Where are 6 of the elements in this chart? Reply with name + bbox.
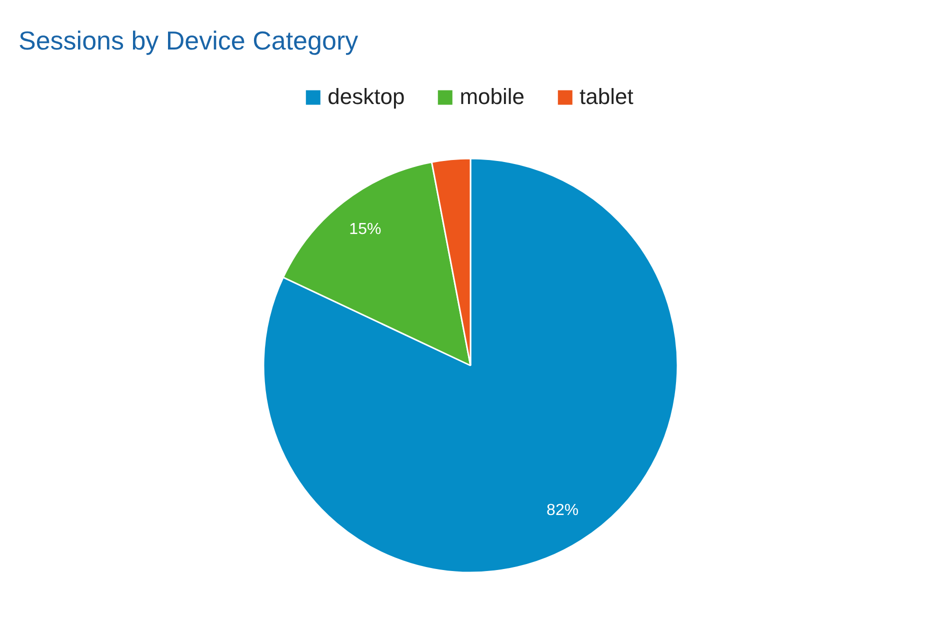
chart-title: Sessions by Device Category [18, 26, 358, 56]
data-label: 15% [349, 221, 382, 238]
legend-label: tablet [580, 84, 634, 110]
data-label: 82% [546, 502, 579, 520]
legend-label: mobile [460, 84, 525, 110]
legend-label: desktop [328, 84, 405, 110]
